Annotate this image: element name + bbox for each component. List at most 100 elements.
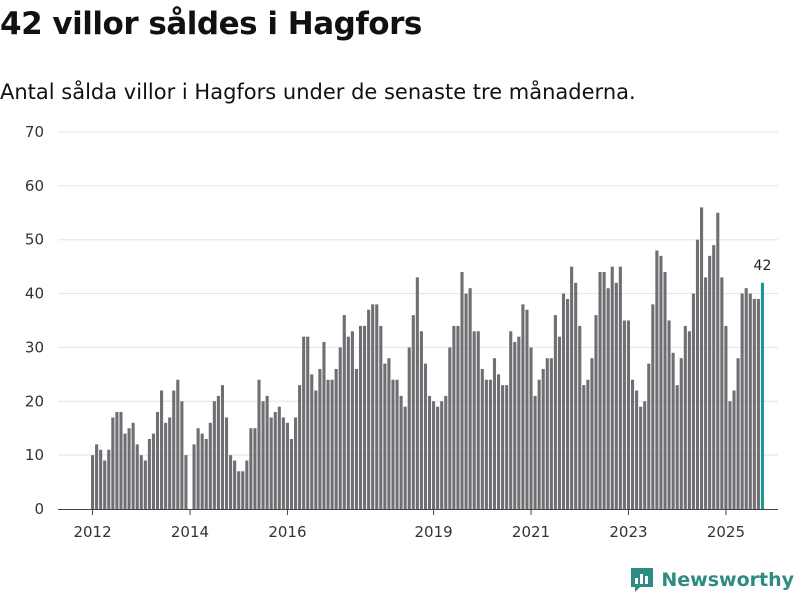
- bar: [436, 406, 440, 509]
- bar: [107, 449, 111, 509]
- bar: [505, 385, 509, 509]
- bar: [614, 282, 618, 509]
- bar: [379, 325, 383, 509]
- bar: [289, 438, 294, 509]
- bar: [257, 379, 261, 509]
- bar: [748, 293, 752, 509]
- bar: [590, 358, 594, 509]
- bar: [172, 390, 176, 509]
- bar: [501, 385, 505, 509]
- bar: [229, 455, 233, 509]
- bar: [659, 255, 663, 509]
- y-tick-label: 0: [34, 500, 44, 518]
- x-tick-label: 2014: [171, 523, 209, 541]
- bar: [655, 250, 659, 510]
- bar: [399, 395, 403, 509]
- bar: [147, 438, 151, 509]
- bar: [371, 304, 375, 509]
- bar: [651, 304, 655, 509]
- bar: [484, 379, 488, 509]
- bar: [602, 272, 606, 509]
- bar: [334, 368, 338, 509]
- x-tick-label: 2023: [609, 523, 647, 541]
- x-tick-label: 2019: [414, 523, 452, 541]
- bar: [338, 347, 342, 509]
- brand-name: Newsworthy: [661, 569, 794, 591]
- bar: [224, 417, 229, 509]
- bar: [695, 239, 700, 509]
- bar: [119, 412, 123, 509]
- bar: [99, 449, 103, 509]
- bar: [549, 358, 553, 509]
- last-value-label: 42: [754, 258, 772, 274]
- y-tick-label: 50: [25, 231, 44, 249]
- bar: [432, 401, 436, 509]
- bar: [395, 379, 399, 509]
- bar: [367, 309, 371, 509]
- bar: [525, 309, 529, 509]
- bar: [245, 460, 249, 509]
- bar: [135, 444, 139, 509]
- bar: [488, 379, 492, 509]
- bar: [740, 293, 744, 509]
- bar: [724, 325, 728, 509]
- bar: [358, 325, 363, 509]
- y-axis-labels: 0 10 20 30 40 50 60 70: [25, 123, 44, 518]
- x-tick-label: 2016: [268, 523, 306, 541]
- bar: [273, 412, 277, 509]
- bar: [566, 298, 570, 509]
- bar: [285, 422, 289, 509]
- bar: [111, 417, 115, 509]
- bar: [350, 331, 354, 509]
- bar: [277, 406, 281, 509]
- bar: [249, 428, 253, 509]
- bar: [346, 336, 350, 509]
- bar: [403, 406, 407, 509]
- bar: [298, 385, 302, 509]
- bar: [570, 266, 574, 509]
- bar: [671, 352, 675, 509]
- bar: [200, 433, 204, 509]
- bar: [545, 358, 549, 509]
- bar: [541, 368, 545, 509]
- bar: [452, 325, 456, 509]
- bar: [269, 417, 273, 509]
- x-tick-label: 2012: [73, 523, 111, 541]
- bar: [326, 379, 330, 509]
- bar: [363, 325, 367, 509]
- bar: [411, 315, 415, 509]
- bar: [241, 471, 245, 509]
- bar: [756, 298, 760, 509]
- bar: [318, 368, 322, 509]
- bar: [517, 336, 521, 509]
- bar: [708, 255, 712, 509]
- bar: [212, 401, 216, 509]
- bar: [712, 245, 716, 509]
- bar: [513, 342, 517, 509]
- bar: [354, 368, 358, 509]
- page-title: 42 villor såldes i Hagfors: [0, 6, 422, 42]
- bar: [521, 304, 525, 509]
- bar: [131, 422, 135, 509]
- bar: [704, 277, 708, 509]
- y-tick-label: 20: [25, 392, 44, 410]
- bar: [732, 390, 736, 509]
- bar: [208, 422, 212, 509]
- bar: [639, 406, 643, 509]
- bar: [127, 428, 131, 509]
- x-tick-label: 2025: [707, 523, 745, 541]
- bar: [687, 331, 691, 509]
- bar: [598, 272, 602, 509]
- bar: [635, 390, 639, 509]
- bar: [509, 331, 513, 509]
- bar: [752, 298, 756, 509]
- bar: [460, 272, 464, 509]
- bar: [700, 207, 704, 509]
- bar: [553, 315, 557, 509]
- bar: [216, 395, 220, 509]
- bar: [472, 331, 476, 509]
- bar: [261, 401, 265, 509]
- bar: [744, 288, 748, 509]
- bar: [196, 428, 200, 509]
- bar: [115, 412, 119, 509]
